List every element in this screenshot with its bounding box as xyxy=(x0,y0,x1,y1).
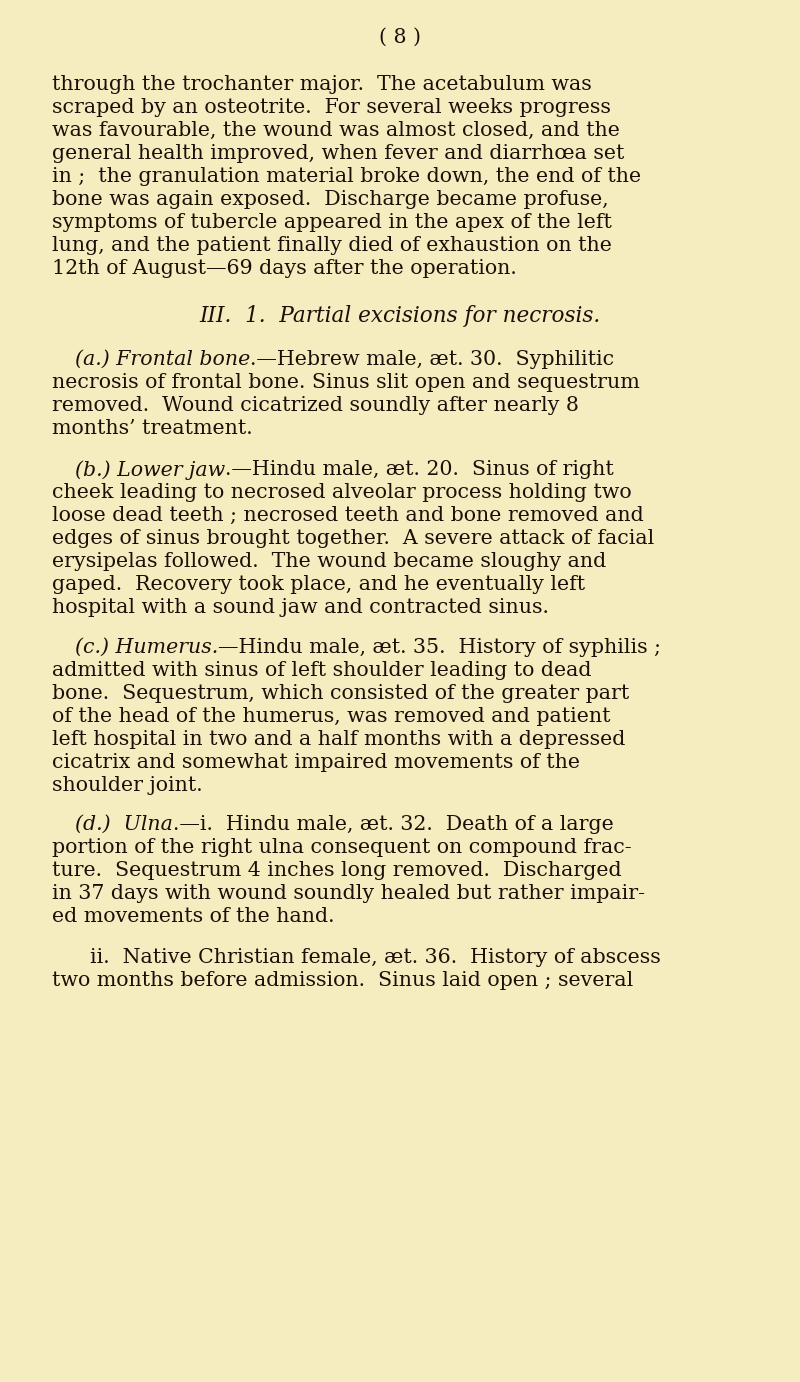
Text: cicatrix and somewhat impaired movements of the: cicatrix and somewhat impaired movements… xyxy=(52,753,580,773)
Text: hospital with a sound jaw and contracted sinus.: hospital with a sound jaw and contracted… xyxy=(52,598,549,616)
Text: edges of sinus brought together.  A severe attack of facial: edges of sinus brought together. A sever… xyxy=(52,529,654,549)
Text: bone was again exposed.  Discharge became profuse,: bone was again exposed. Discharge became… xyxy=(52,189,609,209)
Text: necrosis of frontal bone. Sinus slit open and sequestrum: necrosis of frontal bone. Sinus slit ope… xyxy=(52,373,640,392)
Text: of the head of the humerus, was removed and patient: of the head of the humerus, was removed … xyxy=(52,708,610,726)
Text: portion of the right ulna consequent on compound frac-: portion of the right ulna consequent on … xyxy=(52,837,632,857)
Text: shoulder joint.: shoulder joint. xyxy=(52,777,202,795)
Text: in ;  the granulation material broke down, the end of the: in ; the granulation material broke down… xyxy=(52,167,641,187)
Text: gaped.  Recovery took place, and he eventually left: gaped. Recovery took place, and he event… xyxy=(52,575,585,594)
Text: through the trochanter major.  The acetabulum was: through the trochanter major. The acetab… xyxy=(52,75,592,94)
Text: cheek leading to necrosed alveolar process holding two: cheek leading to necrosed alveolar proce… xyxy=(52,482,632,502)
Text: III.  1.  Partial excisions for necrosis.: III. 1. Partial excisions for necrosis. xyxy=(199,305,601,328)
Text: two months before admission.  Sinus laid open ; several: two months before admission. Sinus laid … xyxy=(52,972,634,990)
Text: months’ treatment.: months’ treatment. xyxy=(52,419,253,438)
Text: —Hindu male, æt. 35.  History of syphilis ;: —Hindu male, æt. 35. History of syphilis… xyxy=(218,638,662,656)
Text: (c.) Humerus.: (c.) Humerus. xyxy=(75,638,218,656)
Text: loose dead teeth ; necrosed teeth and bone removed and: loose dead teeth ; necrosed teeth and bo… xyxy=(52,506,644,525)
Text: ture.  Sequestrum 4 inches long removed.  Discharged: ture. Sequestrum 4 inches long removed. … xyxy=(52,861,622,880)
Text: (a.) Frontal bone: (a.) Frontal bone xyxy=(75,350,250,369)
Text: ed movements of the hand.: ed movements of the hand. xyxy=(52,907,334,926)
Text: removed.  Wound cicatrized soundly after nearly 8: removed. Wound cicatrized soundly after … xyxy=(52,397,579,415)
Text: erysipelas followed.  The wound became sloughy and: erysipelas followed. The wound became sl… xyxy=(52,551,606,571)
Text: (d.)  Ulna: (d.) Ulna xyxy=(75,815,173,833)
Text: 12th of August—69 days after the operation.: 12th of August—69 days after the operati… xyxy=(52,258,517,278)
Text: (b.) Lower jaw: (b.) Lower jaw xyxy=(75,460,225,480)
Text: ( 8 ): ( 8 ) xyxy=(379,28,421,47)
Text: general health improved, when fever and diarrhœa set: general health improved, when fever and … xyxy=(52,144,624,163)
Text: symptoms of tubercle appeared in the apex of the left: symptoms of tubercle appeared in the ape… xyxy=(52,213,612,232)
Text: ii.  Native Christian female, æt. 36.  History of abscess: ii. Native Christian female, æt. 36. His… xyxy=(90,948,661,967)
Text: was favourable, the wound was almost closed, and the: was favourable, the wound was almost clo… xyxy=(52,122,620,140)
Text: .—Hebrew male, æt. 30.  Syphilitic: .—Hebrew male, æt. 30. Syphilitic xyxy=(250,350,614,369)
Text: admitted with sinus of left shoulder leading to dead: admitted with sinus of left shoulder lea… xyxy=(52,661,591,680)
Text: lung, and the patient finally died of exhaustion on the: lung, and the patient finally died of ex… xyxy=(52,236,612,256)
Text: .—Hindu male, æt. 20.  Sinus of right: .—Hindu male, æt. 20. Sinus of right xyxy=(225,460,614,480)
Text: bone.  Sequestrum, which consisted of the greater part: bone. Sequestrum, which consisted of the… xyxy=(52,684,630,703)
Text: in 37 days with wound soundly healed but rather impair-: in 37 days with wound soundly healed but… xyxy=(52,884,645,902)
Text: .—i.  Hindu male, æt. 32.  Death of a large: .—i. Hindu male, æt. 32. Death of a larg… xyxy=(173,815,614,833)
Text: left hospital in two and a half months with a depressed: left hospital in two and a half months w… xyxy=(52,730,626,749)
Text: scraped by an osteotrite.  For several weeks progress: scraped by an osteotrite. For several we… xyxy=(52,98,611,117)
